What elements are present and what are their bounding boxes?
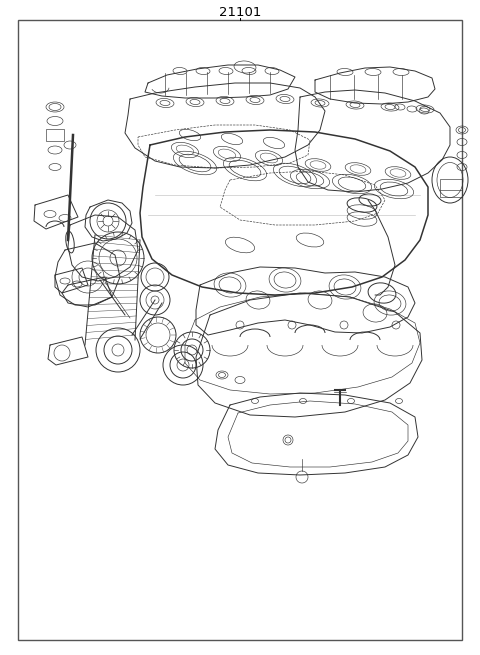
Bar <box>46 129 64 141</box>
Bar <box>440 179 462 197</box>
Text: 21101: 21101 <box>219 5 261 18</box>
